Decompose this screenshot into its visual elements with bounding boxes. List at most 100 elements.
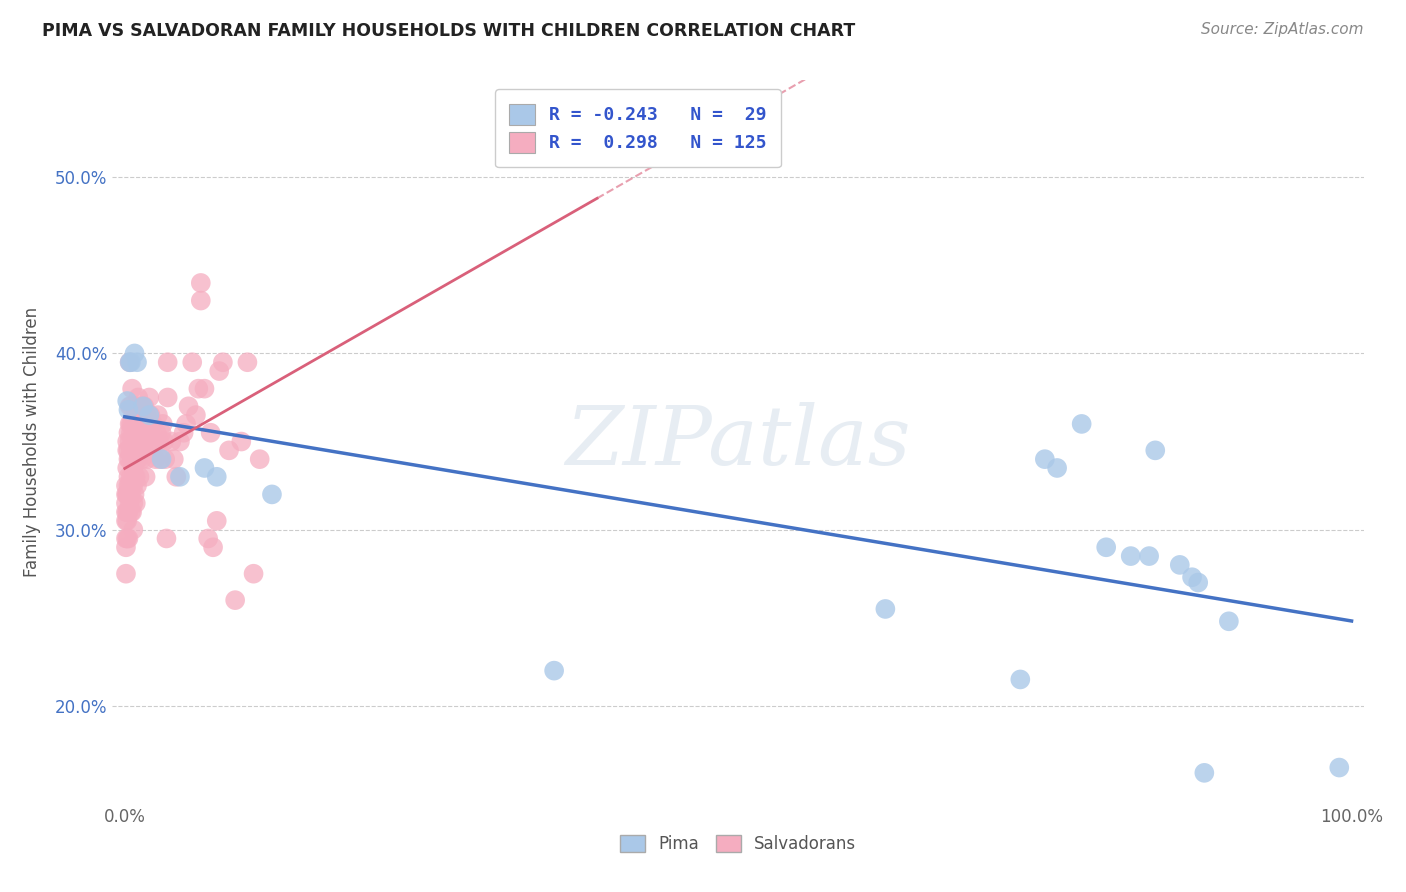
Point xyxy=(190,293,212,308)
Point xyxy=(117,443,139,458)
Point xyxy=(118,417,141,431)
Point xyxy=(127,452,149,467)
Point xyxy=(127,391,149,405)
Point xyxy=(125,470,148,484)
Point xyxy=(115,487,138,501)
Point xyxy=(125,496,148,510)
Point xyxy=(127,417,149,431)
Point xyxy=(135,408,157,422)
Point xyxy=(135,470,157,484)
Point xyxy=(132,443,155,458)
Legend: Pima, Salvadorans: Pima, Salvadorans xyxy=(613,828,863,860)
Point xyxy=(115,394,138,409)
Point xyxy=(1095,541,1118,555)
Point xyxy=(115,478,138,492)
Point xyxy=(118,355,141,369)
Point xyxy=(155,452,177,467)
Point xyxy=(115,443,138,458)
Point xyxy=(197,532,219,546)
Point xyxy=(118,452,141,467)
Point xyxy=(205,470,228,484)
Point xyxy=(118,434,141,449)
Point xyxy=(115,532,138,546)
Point xyxy=(115,496,138,510)
Point xyxy=(124,434,146,449)
Point xyxy=(150,452,173,467)
Point xyxy=(205,514,228,528)
Point xyxy=(177,399,200,413)
Point xyxy=(260,487,283,501)
Point xyxy=(122,443,145,458)
Point xyxy=(117,452,139,467)
Point xyxy=(148,434,170,449)
Point xyxy=(122,425,145,440)
Point xyxy=(149,452,172,467)
Point xyxy=(1144,443,1167,458)
Point xyxy=(1119,549,1142,563)
Point xyxy=(124,487,146,501)
Point xyxy=(160,434,183,449)
Point xyxy=(117,478,139,492)
Point xyxy=(121,417,143,431)
Point xyxy=(153,434,176,449)
Point xyxy=(125,443,148,458)
Point xyxy=(136,417,159,431)
Point xyxy=(1010,673,1032,687)
Point xyxy=(1137,549,1160,563)
Point xyxy=(145,452,167,467)
Point xyxy=(131,399,153,413)
Point xyxy=(125,478,148,492)
Point xyxy=(193,461,215,475)
Point xyxy=(875,602,897,616)
Point xyxy=(135,425,157,440)
Point xyxy=(152,417,174,431)
Point xyxy=(124,470,146,484)
Point xyxy=(124,399,146,413)
Point xyxy=(586,117,609,131)
Point xyxy=(1046,461,1069,475)
Point xyxy=(132,417,155,431)
Point xyxy=(120,505,142,519)
Point xyxy=(118,355,141,369)
Point xyxy=(190,276,212,290)
Point xyxy=(224,593,246,607)
Point xyxy=(156,391,179,405)
Point xyxy=(124,417,146,431)
Point xyxy=(135,452,157,467)
Point xyxy=(115,514,138,528)
Point xyxy=(242,566,264,581)
Point xyxy=(184,408,207,422)
Point xyxy=(1329,760,1351,774)
Point xyxy=(138,408,160,422)
Point xyxy=(115,434,138,449)
Point xyxy=(1218,615,1240,629)
Point xyxy=(125,355,148,369)
Point xyxy=(1181,570,1204,584)
Point xyxy=(202,541,225,555)
Point xyxy=(163,452,186,467)
Point xyxy=(156,355,179,369)
Point xyxy=(122,496,145,510)
Point xyxy=(169,470,191,484)
Point xyxy=(1187,575,1209,590)
Point xyxy=(236,355,259,369)
Point xyxy=(139,408,162,422)
Point xyxy=(200,425,222,440)
Point xyxy=(115,505,138,519)
Point xyxy=(125,399,148,413)
Point xyxy=(187,382,209,396)
Point xyxy=(120,417,142,431)
Text: Source: ZipAtlas.com: Source: ZipAtlas.com xyxy=(1201,22,1364,37)
Point xyxy=(115,461,138,475)
Point xyxy=(1194,765,1216,780)
Point xyxy=(212,355,235,369)
Point xyxy=(115,532,138,546)
Point xyxy=(121,452,143,467)
Point xyxy=(120,470,142,484)
Point xyxy=(128,434,150,449)
Point xyxy=(115,566,138,581)
Point xyxy=(1070,417,1092,431)
Point xyxy=(118,496,141,510)
Point xyxy=(124,346,146,360)
Point xyxy=(115,514,138,528)
